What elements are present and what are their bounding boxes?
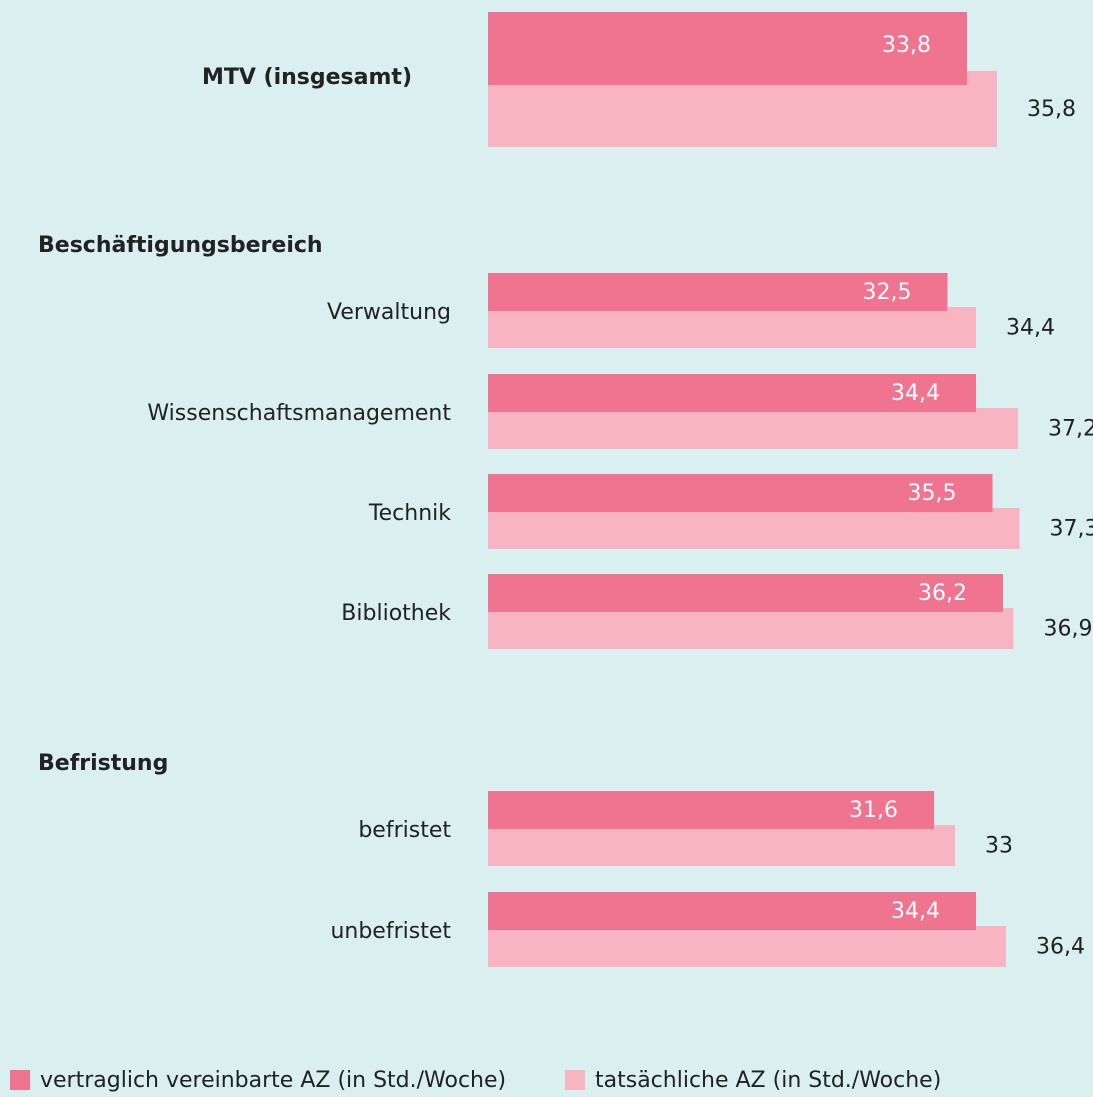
category-label: Wissenschaftsmanagement — [147, 401, 451, 426]
value-label: 31,6 — [849, 798, 898, 823]
category-label-bold: MTV (insgesamt) — [202, 65, 412, 90]
value-label: 33,8 — [882, 33, 931, 58]
legend-label: vertraglich vereinbarte AZ (in Std./Woch… — [40, 1068, 506, 1093]
bar — [488, 12, 967, 85]
bar — [488, 574, 1003, 612]
category-label: Technik — [368, 501, 451, 526]
legend-label: tatsächliche AZ (in Std./Woche) — [595, 1068, 941, 1093]
value-label: 34,4 — [1006, 316, 1055, 341]
value-label: 35,5 — [908, 481, 957, 506]
value-label: 36,4 — [1036, 935, 1085, 960]
category-label: Verwaltung — [327, 300, 451, 325]
bar — [488, 508, 1020, 549]
legend-swatch — [565, 1070, 585, 1090]
value-label: 37,2 — [1048, 417, 1093, 442]
bar — [488, 825, 955, 866]
bar — [488, 892, 976, 930]
bar — [488, 926, 1006, 967]
bar — [488, 474, 993, 512]
value-label: 36,2 — [918, 581, 967, 606]
category-label: befristet — [358, 818, 451, 843]
value-label: 33 — [985, 834, 1013, 859]
bar — [488, 408, 1018, 449]
bar — [488, 307, 976, 348]
category-label: unbefristet — [330, 919, 451, 944]
bar — [488, 608, 1014, 649]
category-label: Bibliothek — [341, 601, 451, 626]
value-label: 35,8 — [1027, 97, 1076, 122]
bar — [488, 273, 948, 311]
bar — [488, 374, 976, 412]
value-label: 37,3 — [1050, 517, 1093, 542]
section-heading: Beschäftigungsbereich — [38, 233, 323, 258]
value-label: 32,5 — [863, 280, 912, 305]
legend-swatch — [10, 1070, 30, 1090]
value-label: 34,4 — [891, 381, 940, 406]
value-label: 36,9 — [1044, 617, 1093, 642]
bar — [488, 791, 934, 829]
section-heading: Befristung — [38, 751, 168, 776]
value-label: 34,4 — [891, 899, 940, 924]
